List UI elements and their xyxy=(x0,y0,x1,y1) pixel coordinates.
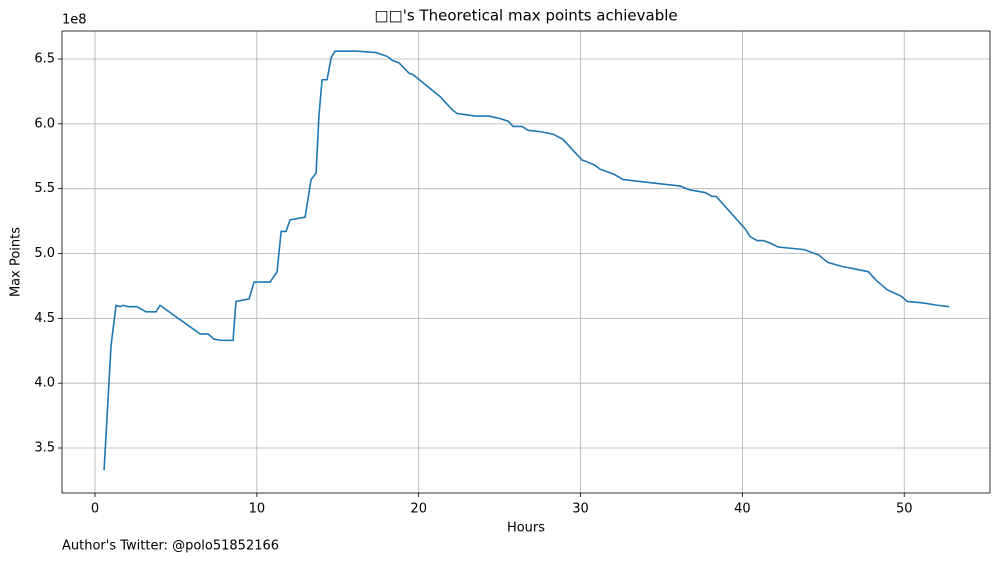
offset-text: 1e8 xyxy=(62,13,87,28)
chart-title: □□'s Theoretical max points achievable xyxy=(374,7,677,25)
y-tick-label: 6.5 xyxy=(34,52,55,67)
x-tick-label: 10 xyxy=(249,502,266,517)
plot-frame xyxy=(61,30,991,494)
x-tick-label: 0 xyxy=(91,502,99,517)
data-line xyxy=(103,50,950,471)
y-axis-label: Max Points xyxy=(9,227,24,297)
x-tick-label: 30 xyxy=(572,502,589,517)
footer: Author's Twitter: @polo51852166 xyxy=(62,539,279,554)
x-axis-label: Hours xyxy=(507,521,545,536)
y-tick-label: 6.0 xyxy=(34,116,55,131)
x-tick-label: 20 xyxy=(410,502,427,517)
y-tick-label: 5.5 xyxy=(34,181,55,196)
y-tick-label: 3.5 xyxy=(34,441,55,456)
x-tick-label: 50 xyxy=(896,502,913,517)
y-tick-label: 4.0 xyxy=(34,376,55,391)
x-tick-label: 40 xyxy=(734,502,751,517)
y-tick-label: 5.0 xyxy=(34,246,55,261)
y-tick-label: 4.5 xyxy=(34,311,55,326)
